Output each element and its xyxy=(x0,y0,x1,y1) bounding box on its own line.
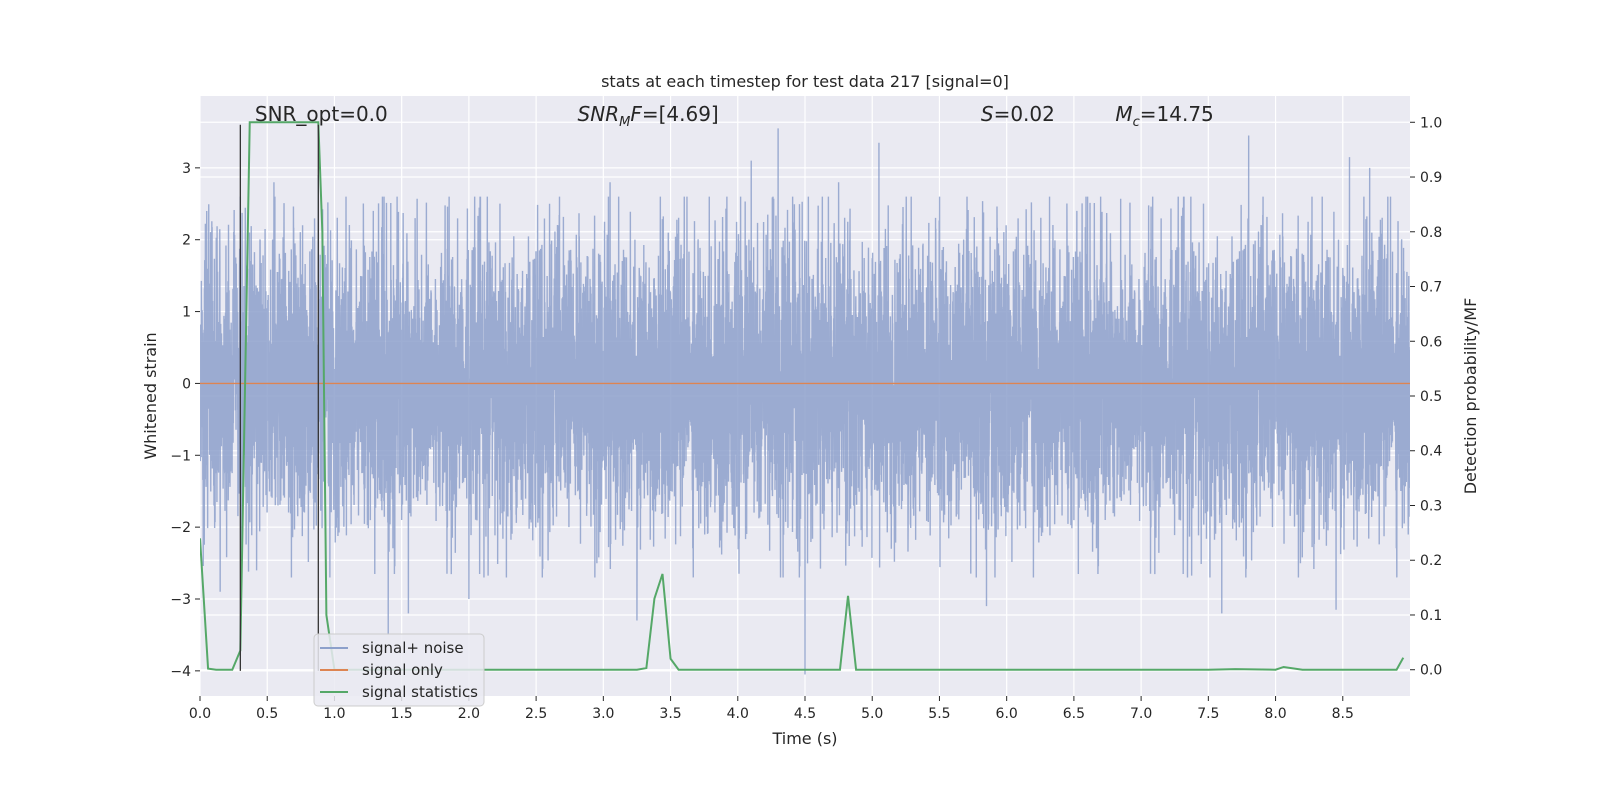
annotation-1: SNR_opt=0.0 xyxy=(255,102,388,126)
x-tick-label: 8.0 xyxy=(1264,706,1286,722)
annotations: SNR_opt=0.0 SNRMF=[4.69] S=0.02 Mc=14.75 xyxy=(255,102,1214,130)
y-tick-label: 1 xyxy=(182,305,191,321)
legend-entry: signal+ noise xyxy=(362,639,464,657)
x-tick-label: 0.5 xyxy=(256,706,278,722)
axes: 0.0 0.5 1.0 1.5 2.0 2.5 3.0 3.5 4.0 4.5 5.0 5.5 6.0 6… xyxy=(170,115,1442,722)
x-tick-label: 1.0 xyxy=(323,706,345,722)
legend-box xyxy=(313,633,485,707)
y-tick-label: 3 xyxy=(182,161,191,177)
annotation-3: S=0.02 xyxy=(981,102,1055,126)
legend-entry: signal statistics xyxy=(362,683,478,701)
y2-tick-label: 0.6 xyxy=(1420,334,1442,350)
y-tick-label: −2 xyxy=(170,520,191,536)
y-tick-label: 0 xyxy=(182,376,191,392)
x-tick-label: 4.5 xyxy=(794,706,816,722)
series-signal-noise xyxy=(200,128,1410,675)
y2-tick-label: 0.1 xyxy=(1420,608,1442,624)
y-tick-label: −4 xyxy=(170,664,191,680)
y2-tick-label: 0.7 xyxy=(1420,280,1442,296)
x-tick-label: 1.5 xyxy=(391,706,413,722)
x-tick-label: 5.0 xyxy=(861,706,883,722)
x-tick-label: 3.5 xyxy=(659,706,681,722)
y-axis-label: Whitened strain xyxy=(141,332,160,459)
x-tick-label: 5.5 xyxy=(928,706,950,722)
x-axis-label: Time (s) xyxy=(771,729,837,748)
y-tick-label: 2 xyxy=(182,233,191,249)
legend-entry: signal only xyxy=(362,661,443,679)
data-area xyxy=(200,121,1410,675)
annotation-2: SNRMF=[4.69] xyxy=(578,102,719,130)
y-tick-label: −1 xyxy=(170,448,191,464)
y-tick-label: −3 xyxy=(170,592,191,608)
chart-title: stats at each timestep for test data 217… xyxy=(601,72,1009,91)
x-tick-label: 6.0 xyxy=(996,706,1018,722)
y2-tick-label: 0.2 xyxy=(1420,553,1442,569)
y2-tick-label: 0.0 xyxy=(1420,663,1442,679)
x-tick-label: 7.5 xyxy=(1197,706,1219,722)
legend: signal+ noise signal only signal statistic… xyxy=(313,633,485,707)
y2-tick-label: 0.9 xyxy=(1420,170,1442,186)
y2-axis-label: Detection probability/MF xyxy=(1461,298,1480,495)
x-tick-label: 0.0 xyxy=(189,706,211,722)
y2-tick-label: 0.4 xyxy=(1420,444,1442,460)
x-tick-label: 2.5 xyxy=(525,706,547,722)
x-tick-label: 3.0 xyxy=(592,706,614,722)
series-signal-statistics xyxy=(200,121,1405,671)
y2-tick-label: 0.5 xyxy=(1420,389,1442,405)
marker-lines xyxy=(239,124,319,671)
x-tick-label: 6.5 xyxy=(1063,706,1085,722)
x-tick-label: 8.5 xyxy=(1332,706,1354,722)
y2-tick-label: 0.8 xyxy=(1420,225,1442,241)
x-tick-label: 4.0 xyxy=(727,706,749,722)
annotation-4: Mc=14.75 xyxy=(1115,102,1213,130)
x-tick-label: 7.0 xyxy=(1130,706,1152,722)
y2-tick-label: 1.0 xyxy=(1420,115,1442,131)
y2-tick-label: 0.3 xyxy=(1420,498,1442,514)
x-tick-label: 2.0 xyxy=(458,706,480,722)
